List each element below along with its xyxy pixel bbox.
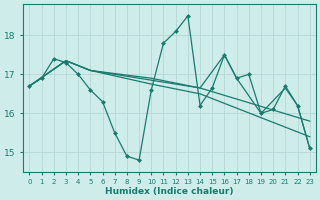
X-axis label: Humidex (Indice chaleur): Humidex (Indice chaleur) <box>105 187 234 196</box>
